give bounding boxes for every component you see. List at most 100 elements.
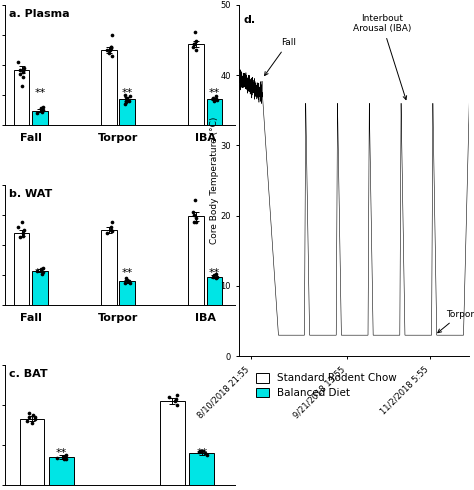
Point	[127, 279, 134, 287]
Point	[212, 95, 220, 103]
Point	[15, 58, 22, 66]
Point	[19, 229, 27, 237]
Point	[191, 196, 199, 204]
Point	[108, 219, 116, 226]
Text: d.: d.	[244, 16, 256, 25]
Point	[61, 452, 69, 460]
Point	[173, 392, 181, 399]
Bar	[32, 111, 48, 125]
Point	[33, 109, 41, 117]
Point	[38, 108, 46, 116]
Text: c. BAT: c. BAT	[9, 368, 48, 379]
Bar	[119, 99, 135, 125]
Point	[108, 31, 116, 39]
Text: Fall: Fall	[264, 38, 296, 75]
Point	[127, 92, 134, 100]
Bar	[207, 99, 222, 125]
Point	[201, 449, 209, 457]
Point	[212, 92, 220, 100]
Point	[107, 43, 115, 51]
Point	[39, 106, 46, 114]
Point	[38, 270, 46, 277]
Text: **: **	[209, 88, 220, 98]
Point	[16, 234, 24, 242]
Point	[191, 28, 199, 36]
Point	[37, 265, 45, 273]
Text: **: **	[196, 448, 208, 458]
Point	[33, 267, 41, 274]
Point	[62, 451, 70, 459]
Point	[19, 67, 27, 75]
Point	[108, 227, 116, 235]
Point	[107, 226, 115, 234]
Point	[39, 264, 46, 271]
Bar	[188, 217, 204, 305]
Point	[213, 96, 221, 104]
Point	[23, 417, 31, 425]
Bar	[101, 230, 117, 305]
Point	[105, 49, 112, 57]
Point	[25, 413, 33, 421]
Point	[122, 98, 129, 106]
Bar	[14, 70, 29, 125]
Point	[190, 211, 198, 219]
Point	[192, 46, 200, 54]
Point	[28, 419, 36, 427]
Point	[15, 223, 22, 231]
Point	[125, 277, 133, 285]
Bar	[32, 270, 48, 305]
Bar	[101, 50, 117, 125]
Point	[212, 274, 220, 282]
Point	[53, 454, 60, 462]
Bar	[119, 281, 135, 305]
Point	[213, 272, 221, 280]
Point	[210, 272, 217, 280]
Point	[173, 401, 181, 409]
Bar	[49, 457, 74, 485]
Point	[212, 270, 220, 277]
Point	[192, 219, 200, 226]
Point	[124, 94, 131, 102]
Bar	[188, 44, 204, 125]
Bar	[160, 401, 185, 485]
Point	[20, 226, 27, 234]
Point	[196, 447, 203, 455]
Point	[121, 100, 129, 108]
Point	[37, 105, 45, 113]
Y-axis label: Core Body Temperature (°C): Core Body Temperature (°C)	[210, 117, 219, 245]
Point	[19, 73, 27, 81]
Point	[31, 416, 38, 423]
Point	[211, 271, 219, 279]
Point	[203, 451, 210, 459]
Point	[16, 66, 23, 74]
Point	[16, 70, 24, 78]
Point	[106, 46, 113, 54]
Point	[20, 64, 27, 72]
Point	[18, 82, 26, 90]
Point	[195, 448, 203, 456]
Point	[190, 219, 198, 226]
Point	[121, 91, 129, 99]
Bar	[19, 418, 45, 485]
Point	[125, 277, 132, 285]
Point	[198, 447, 206, 455]
Point	[166, 393, 173, 401]
Point	[62, 456, 70, 464]
Text: **: **	[122, 88, 133, 98]
Point	[211, 97, 219, 105]
Point	[189, 208, 197, 216]
Point	[124, 275, 131, 283]
Text: Interbout
Arousal (IBA): Interbout Arousal (IBA)	[353, 14, 411, 99]
Point	[39, 268, 46, 276]
Point	[107, 43, 115, 51]
Bar	[207, 276, 222, 305]
Text: **: **	[122, 268, 133, 278]
Point	[59, 453, 66, 461]
Point	[108, 52, 116, 60]
Point	[190, 40, 198, 48]
Point	[39, 103, 46, 111]
Text: **: **	[35, 268, 46, 278]
Text: a. Plasma: a. Plasma	[9, 8, 70, 19]
Text: Torpor: Torpor	[438, 310, 474, 333]
Point	[125, 96, 132, 104]
